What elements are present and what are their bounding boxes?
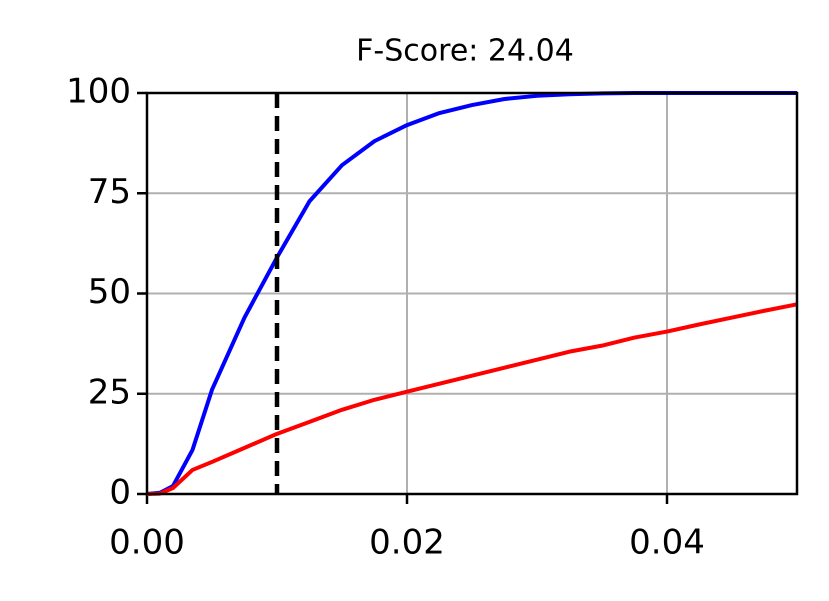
y-tick-label: 25 [88, 372, 131, 412]
y-tick-label: 50 [88, 272, 131, 312]
y-tick-label: 75 [88, 172, 131, 212]
x-tick-label: 0.00 [109, 523, 185, 563]
plot-frame [145, 91, 799, 496]
x-tick-label: 0.02 [369, 523, 445, 563]
y-tick-label: 0 [109, 473, 131, 513]
x-tick-label: 0.04 [629, 523, 705, 563]
chart-title: F-Score: 24.04 [356, 34, 574, 69]
series-line [146, 302, 798, 496]
y-tick-label: 100 [66, 72, 131, 112]
